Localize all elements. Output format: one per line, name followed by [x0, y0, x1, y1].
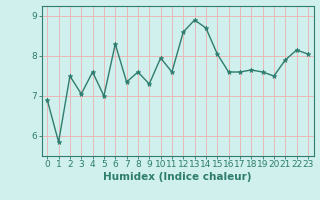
X-axis label: Humidex (Indice chaleur): Humidex (Indice chaleur)	[103, 172, 252, 182]
